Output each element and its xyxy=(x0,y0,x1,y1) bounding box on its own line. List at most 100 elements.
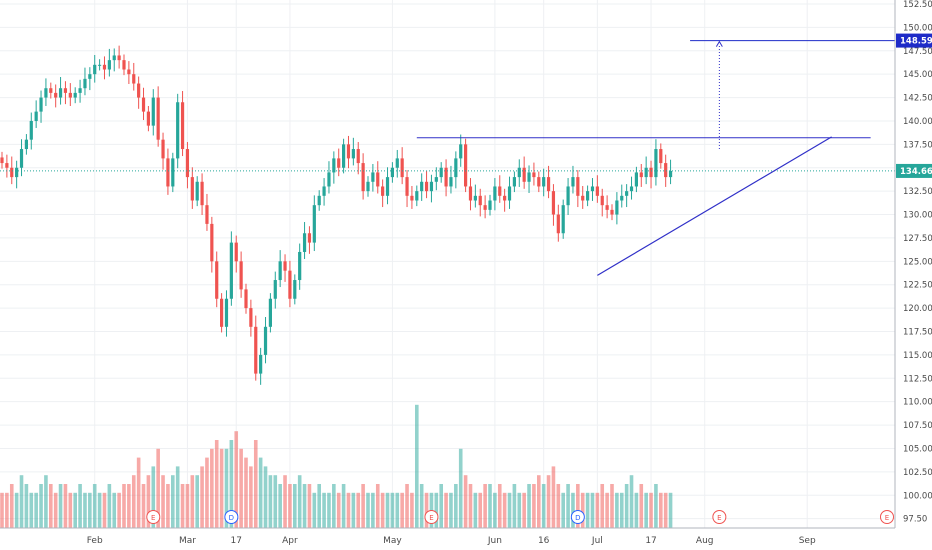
candle-body xyxy=(117,55,121,61)
volume-bar xyxy=(49,484,53,528)
volume-bar xyxy=(244,457,248,528)
volume-bar xyxy=(312,492,317,528)
candle-body xyxy=(590,186,595,192)
y-tick-label: 137.50 xyxy=(903,140,932,150)
volume-bar xyxy=(375,484,380,528)
candle-body xyxy=(493,186,497,201)
volume-bar xyxy=(551,466,556,528)
volume-bar xyxy=(517,492,522,528)
candle-body xyxy=(371,172,375,182)
candle-body xyxy=(141,97,146,112)
current-price-tag xyxy=(896,163,932,178)
volume-bar xyxy=(14,492,19,528)
volume-bar xyxy=(371,492,375,528)
candle-body xyxy=(507,186,512,201)
candle-body xyxy=(400,158,404,178)
time-axis[interactable]: Feb Mar 17 Apr May Jun 16 Jul 17 Aug Sep xyxy=(0,527,895,546)
candle-body xyxy=(361,163,365,192)
volume-bar xyxy=(219,448,224,528)
y-tick-label: 102.50 xyxy=(903,468,932,478)
candle-body xyxy=(234,242,238,262)
y-tick-label: 115.00 xyxy=(903,351,932,361)
volume-bar xyxy=(434,492,439,528)
candle-body xyxy=(532,172,536,178)
volume-bar xyxy=(88,492,92,528)
volume-bar xyxy=(439,484,443,528)
candle-body xyxy=(503,195,507,201)
volume-bar xyxy=(102,492,107,528)
candle-body xyxy=(454,158,458,178)
candle-body xyxy=(566,186,570,206)
volume-bar xyxy=(566,484,570,528)
candle-body xyxy=(171,158,175,187)
current-price-label: 134.66 xyxy=(900,167,932,177)
volume-bar xyxy=(180,484,185,528)
volume-bar xyxy=(161,475,165,528)
candle-body xyxy=(39,97,43,112)
dividend-event-marker[interactable] xyxy=(224,510,239,524)
candle-body xyxy=(595,186,599,196)
volume-bar xyxy=(449,492,453,528)
dividend-event-marker[interactable] xyxy=(570,510,585,524)
volume-bar xyxy=(214,440,219,528)
x-tick-label: May xyxy=(383,536,402,546)
candle-body xyxy=(654,149,658,178)
volume-bar xyxy=(497,484,502,528)
event-label: D xyxy=(229,514,234,522)
candle-body xyxy=(317,195,321,206)
earnings-event-marker[interactable] xyxy=(146,510,161,524)
candle-body xyxy=(415,191,419,201)
volume-bar xyxy=(444,492,448,528)
volume-bar xyxy=(278,484,282,528)
y-tick-label: 97.50 xyxy=(903,515,927,525)
candle-body xyxy=(322,186,326,196)
volume-bar xyxy=(53,492,58,528)
candle-body xyxy=(581,195,585,201)
candle-body xyxy=(522,167,526,182)
volume-bar xyxy=(205,457,209,528)
candle-body xyxy=(127,69,131,75)
volume-bar xyxy=(190,475,195,528)
candle-body xyxy=(49,88,53,93)
earnings-event-marker[interactable] xyxy=(712,510,727,524)
earnings-event-marker[interactable] xyxy=(880,510,894,524)
volume-bar xyxy=(634,492,639,528)
candle-body xyxy=(63,88,68,93)
y-tick-label: 152.50 xyxy=(903,0,932,10)
candle-body xyxy=(10,167,14,178)
volume-bar xyxy=(83,492,87,528)
price-axis[interactable]: 97.50 100.00 102.50 105.00 107.50 110.00 112.5… xyxy=(894,0,932,528)
volume-bar xyxy=(322,492,326,528)
volume-bar xyxy=(585,492,590,528)
y-tick-label: 107.50 xyxy=(903,421,932,431)
volume-bar xyxy=(488,484,492,528)
x-tick-label: Sep xyxy=(799,536,816,546)
candle-body xyxy=(220,298,224,327)
candle-body xyxy=(78,88,82,93)
candle-body xyxy=(649,167,653,178)
candle-body xyxy=(488,200,492,210)
candle-body xyxy=(278,261,282,281)
trend-drawings[interactable] xyxy=(0,40,895,276)
volume-bar xyxy=(166,484,170,528)
volume-bar xyxy=(185,484,190,528)
volume-bar xyxy=(419,484,424,528)
volume-bar xyxy=(258,457,263,528)
candle-body xyxy=(83,78,87,89)
volume-bar xyxy=(141,484,146,528)
support-trendline[interactable] xyxy=(597,136,832,276)
earnings-event-marker[interactable] xyxy=(424,510,439,524)
volume-bar xyxy=(483,484,487,528)
volume-bar xyxy=(253,440,258,528)
volume-bar xyxy=(68,492,73,528)
volume-bar xyxy=(92,484,97,528)
volume-bar xyxy=(522,492,526,528)
volume-bar xyxy=(639,484,644,528)
volume-bar xyxy=(351,492,356,528)
volume-bar xyxy=(361,484,365,528)
volume-bar xyxy=(224,448,229,528)
candle-body xyxy=(176,102,180,159)
candle-body xyxy=(444,167,448,187)
